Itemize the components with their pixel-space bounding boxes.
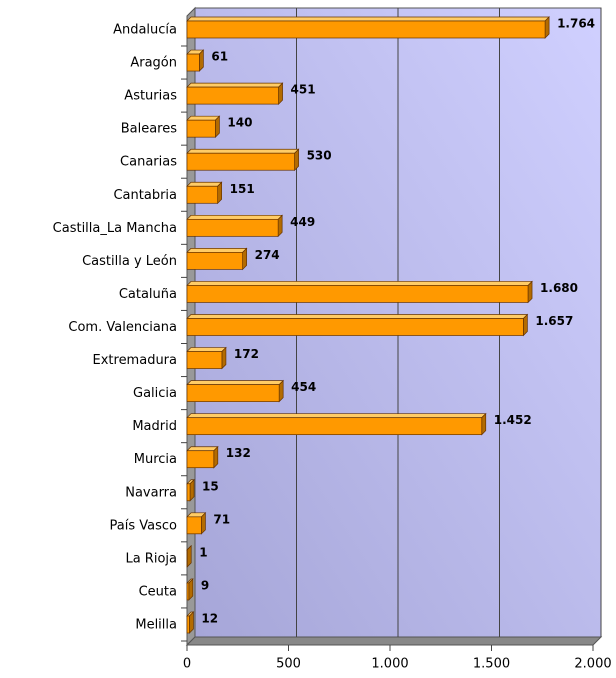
value-label: 274 bbox=[255, 248, 280, 262]
bar-top bbox=[186, 446, 219, 452]
x-tick-label: 1.000 bbox=[371, 657, 408, 672]
value-label: 12 bbox=[201, 612, 218, 626]
bar-side bbox=[242, 247, 247, 271]
y-tick-label: Murcia bbox=[134, 452, 177, 467]
bar-top bbox=[186, 16, 550, 22]
value-label: 449 bbox=[290, 215, 315, 229]
bar-top bbox=[186, 148, 300, 154]
y-tick-label: Baleares bbox=[121, 122, 178, 137]
value-label: 1 bbox=[199, 545, 207, 559]
bar-side bbox=[189, 611, 194, 634]
bar bbox=[186, 86, 279, 105]
y-tick-label: Com. Valenciana bbox=[68, 320, 177, 335]
y-tick-label: Galicia bbox=[133, 386, 177, 401]
y-tick-label: Asturias bbox=[124, 89, 177, 104]
y-tick-label: Andalucía bbox=[113, 23, 177, 38]
bar-side bbox=[188, 578, 194, 601]
value-label: 530 bbox=[307, 149, 332, 163]
bar-side bbox=[213, 445, 219, 469]
value-label: 451 bbox=[291, 83, 316, 97]
y-tick-label: Cantabria bbox=[113, 188, 177, 203]
bar bbox=[186, 252, 243, 270]
bar bbox=[186, 119, 216, 138]
bar bbox=[186, 318, 524, 336]
bar bbox=[186, 285, 529, 303]
x-tick-label: 0 bbox=[183, 657, 191, 672]
value-label: 132 bbox=[226, 446, 251, 460]
bar-top bbox=[186, 115, 221, 121]
bar-side bbox=[201, 511, 206, 535]
y-tick-label: Ceuta bbox=[139, 584, 177, 599]
bar-top bbox=[186, 181, 223, 187]
bar-side bbox=[523, 313, 528, 337]
bar-side bbox=[199, 49, 204, 72]
bar-side bbox=[221, 346, 227, 370]
y-tick-label: País Vasco bbox=[110, 518, 178, 533]
bar-top bbox=[186, 347, 227, 352]
x-tick-label: 1.500 bbox=[473, 657, 510, 672]
value-label: 1.452 bbox=[494, 413, 532, 427]
value-label: 454 bbox=[291, 380, 316, 394]
bar-side bbox=[278, 379, 284, 403]
y-tick-label: La Rioja bbox=[125, 551, 177, 566]
value-label: 61 bbox=[211, 50, 228, 64]
bar-side bbox=[481, 412, 487, 436]
value-label: 151 bbox=[230, 182, 255, 196]
bar-side bbox=[544, 16, 550, 39]
bar-side bbox=[527, 280, 533, 304]
bar-side bbox=[277, 214, 283, 238]
value-label: 71 bbox=[213, 512, 230, 526]
bar bbox=[186, 218, 279, 237]
bar-top bbox=[186, 281, 533, 286]
y-tick-label: Melilla bbox=[135, 618, 177, 633]
bar bbox=[186, 384, 280, 402]
value-label: 9 bbox=[201, 578, 209, 592]
bar bbox=[186, 615, 190, 634]
bar-top bbox=[186, 413, 487, 419]
y-tick-label: Castilla y León bbox=[82, 254, 177, 269]
y-tick-label: Extremadura bbox=[93, 353, 178, 368]
value-label: 140 bbox=[227, 116, 252, 130]
bar bbox=[186, 417, 483, 436]
y-tick-label: Aragón bbox=[130, 56, 177, 71]
value-label: 1.680 bbox=[540, 281, 578, 295]
value-label: 1.764 bbox=[557, 17, 595, 31]
value-label: 15 bbox=[202, 479, 219, 493]
bar bbox=[186, 185, 219, 204]
value-label: 1.657 bbox=[535, 314, 573, 328]
bar-top bbox=[186, 314, 529, 319]
bar bbox=[186, 582, 190, 601]
x-tick-label: 500 bbox=[276, 657, 301, 672]
y-tick-label: Madrid bbox=[132, 419, 177, 434]
bar bbox=[186, 20, 546, 39]
bar-top bbox=[186, 82, 284, 88]
bar-top bbox=[186, 248, 248, 253]
bar bbox=[186, 53, 200, 72]
bar-side bbox=[189, 478, 195, 502]
bar bbox=[186, 516, 202, 535]
bar-side bbox=[294, 148, 299, 172]
bar-side bbox=[217, 181, 223, 205]
floor bbox=[185, 636, 603, 646]
bar bbox=[186, 351, 223, 369]
bar-top bbox=[186, 380, 285, 385]
bar-side bbox=[278, 82, 283, 105]
y-tick-label: Canarias bbox=[120, 155, 177, 170]
bar bbox=[186, 152, 295, 171]
bar bbox=[186, 483, 191, 502]
x-tick-label: 2.000 bbox=[574, 657, 611, 672]
y-tick-label: Castilla_La Mancha bbox=[53, 221, 177, 236]
y-tick-label: Cataluña bbox=[119, 287, 177, 302]
bar-side bbox=[186, 545, 192, 568]
y-tick-label: Navarra bbox=[125, 485, 177, 500]
bar-top bbox=[186, 214, 283, 220]
bar bbox=[186, 450, 215, 469]
bar-side bbox=[215, 115, 220, 139]
value-label: 172 bbox=[234, 347, 259, 361]
